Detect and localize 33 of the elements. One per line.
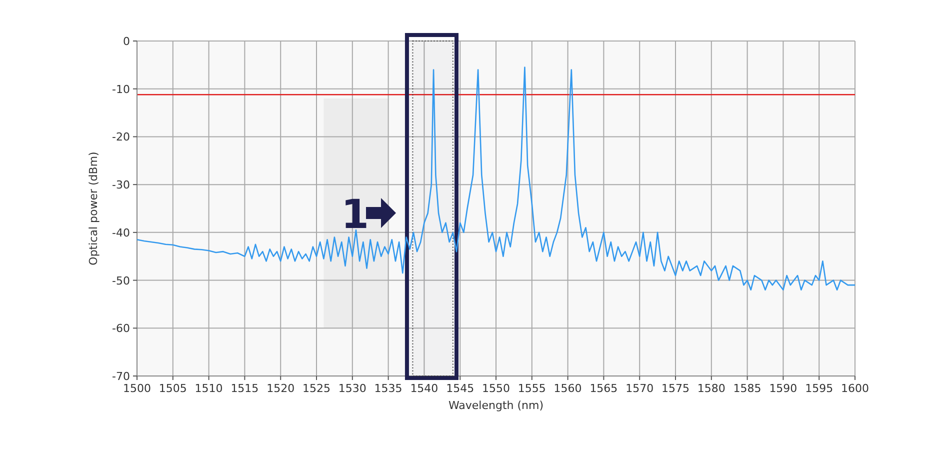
x-tick-label: 1515 (230, 382, 259, 395)
x-tick-label: 1545 (446, 382, 474, 395)
x-tick-label: 1565 (590, 382, 618, 395)
x-tick-label: 1600 (841, 382, 869, 395)
x-tick-label: 1590 (769, 382, 798, 395)
x-tick-label: 1580 (697, 382, 726, 395)
x-axis-title: Wavelength (nm) (448, 399, 544, 412)
x-tick-label: 1560 (554, 382, 582, 395)
y-tick-label: -50 (112, 274, 130, 288)
x-tick-label: 1530 (338, 382, 366, 395)
x-tick-label: 1540 (410, 382, 438, 395)
x-tick-label: 1575 (662, 382, 690, 395)
x-tick-label: 1550 (482, 382, 510, 395)
y-tick-label: -20 (112, 130, 130, 144)
x-tick-label: 1570 (626, 382, 654, 395)
line-series (136, 66, 856, 291)
y-tick-label: -70 (112, 370, 130, 383)
annotation: 1 (341, 192, 369, 238)
x-tick-label: 1585 (733, 382, 762, 395)
y-tick-label: -40 (112, 226, 130, 240)
y-tick-label: -30 (112, 178, 130, 192)
y-tick-label: -60 (112, 322, 130, 336)
x-tick-label: 1535 (374, 382, 402, 395)
x-tick-label: 1520 (266, 382, 295, 395)
x-tick-label: 1505 (158, 382, 187, 395)
x-tick-label: 1525 (302, 382, 330, 395)
x-tick-label: 1595 (805, 382, 834, 395)
y-tick-label: 0 (123, 35, 130, 48)
y-tick-label: -10 (112, 82, 130, 96)
y-axis-title: Optical power (dBm) (87, 152, 100, 266)
x-tick-label: 1510 (194, 382, 223, 395)
x-tick-label: 1500 (123, 382, 151, 395)
x-tick-label: 1555 (518, 382, 546, 395)
